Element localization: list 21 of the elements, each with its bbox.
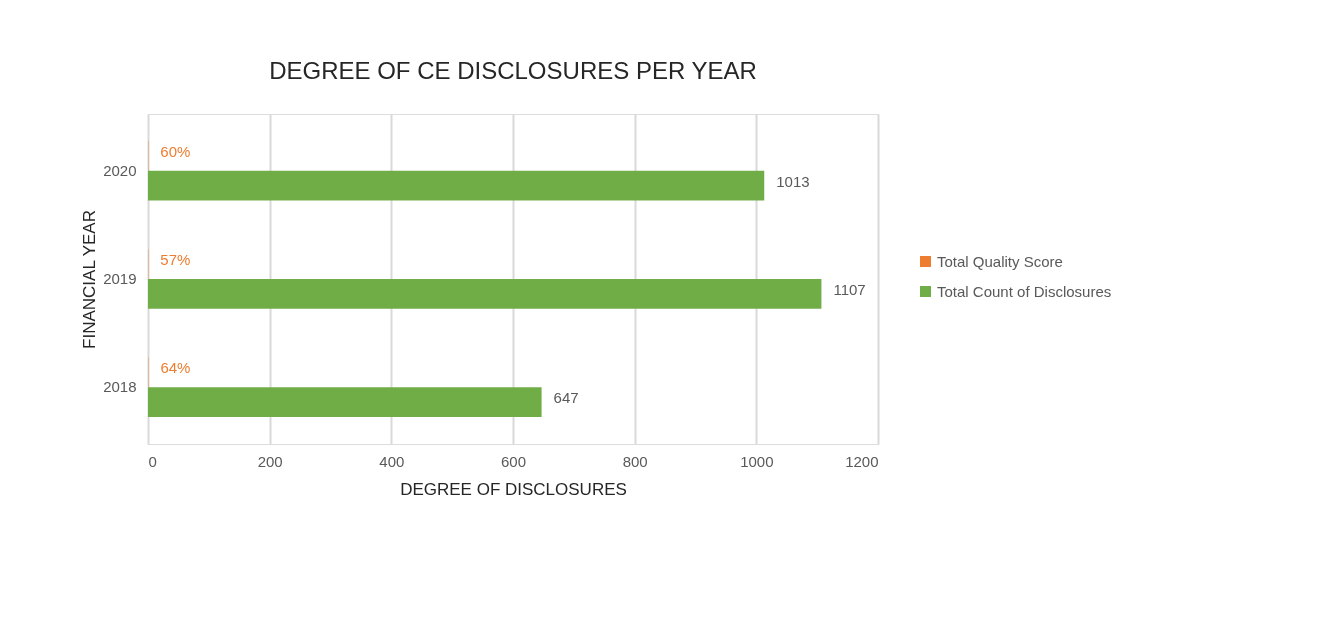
legend-label: Total Count of Disclosures [937,282,1112,300]
x-tick-label: 800 [622,452,648,470]
data-label: 64% [160,359,191,377]
chart-title: DEGREE OF CE DISCLOSURES PER YEAR [269,57,757,84]
data-label: 57% [160,251,191,269]
x-tick-label: 0 [148,452,157,470]
x-tick-label: 1000 [740,452,774,470]
y-tick-label: 2018 [103,378,137,396]
x-axis-title: DEGREE OF DISCLOSURES [400,479,627,499]
data-label: 60% [160,142,191,160]
x-tick-label: 400 [379,452,405,470]
data-label: 647 [553,389,579,407]
data-label: 1107 [833,280,866,298]
y-tick-label: 2019 [103,270,137,287]
x-tick-label: 1200 [845,452,879,470]
y-axis-title: FINANCIAL YEAR [80,210,100,349]
x-tick-label: 200 [257,452,283,470]
y-tick-label: 2020 [103,161,137,179]
x-tick-label: 600 [500,452,527,470]
legend-label: Total Quality Score [937,252,1063,270]
data-label: 1013 [776,172,810,190]
